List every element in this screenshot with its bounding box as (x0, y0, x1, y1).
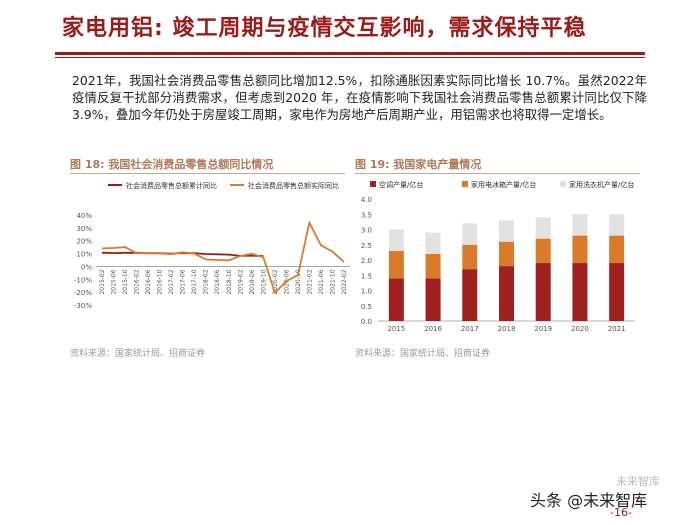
x-tick-label: 2021-10 (329, 269, 336, 294)
y-tick-label: 1.0 (361, 288, 372, 296)
body-paragraph: 2021年，我国社会消费品零售总额同比增加12.5%，扣除通胀因素实际同比增长 … (72, 73, 647, 122)
bar-segment-0 (425, 278, 441, 321)
bar-segment-2 (535, 217, 551, 239)
x-tick-label: 2018-02 (203, 269, 210, 294)
x-tick-label: 2015 (387, 325, 405, 333)
fig18-rule (70, 173, 345, 174)
x-tick-label: 2022-02 (341, 269, 348, 294)
fig19-bar-chart: 空调产量/亿台 家用电冰箱产量/亿台 家用洗衣机产量/亿台 4.0 3.5 3.0 2.5 2… (361, 180, 635, 333)
bar-segment-0 (499, 266, 514, 321)
bar-segment-2 (425, 232, 441, 254)
fig18-source: 资料来源：国家统计局、招商证券 (70, 349, 206, 359)
legend-swatch-2 (560, 181, 566, 187)
x-tick-label: 2019-10 (260, 269, 267, 294)
legend-label-1: 家用电冰箱产量/亿台 (471, 180, 536, 189)
x-tick-label: 2021-06 (318, 269, 325, 294)
bar-segment-2 (609, 214, 625, 236)
y-tick-label: 20% (76, 238, 92, 246)
x-tick-label: 2018-06 (214, 269, 221, 294)
legend-label-1: 社会消费品零售总额实际同比 (248, 181, 339, 190)
bar-segment-1 (535, 238, 551, 264)
x-tick-label: 2017-02 (168, 269, 175, 294)
x-tick-label: 2018 (498, 325, 516, 333)
footer-brand: 头条 @未来智库 (530, 491, 648, 510)
fig18-line-chart: 社会消费品零售总额累计同比 社会消费品零售总额实际同比 40% 30% 20% 10% 0%… (74, 181, 350, 310)
x-tick-label: 2020-10 (295, 269, 302, 294)
bar-segment-2 (499, 220, 514, 242)
bar-segment-1 (462, 244, 478, 270)
x-tick-label: 2015-10 (122, 269, 129, 294)
y-tick-label: 3.0 (361, 227, 372, 235)
x-tick-label: 2020 (571, 325, 589, 333)
x-tick-label: 2017-10 (191, 269, 198, 294)
x-tick-label: 2016-02 (134, 269, 141, 294)
title-rule-thin (55, 57, 645, 58)
x-tick-label: 2019-06 (249, 269, 256, 294)
fig19-rule (355, 173, 640, 174)
x-tick-label: 2016-10 (157, 269, 164, 294)
bar-segment-2 (572, 214, 588, 236)
series-line-1 (101, 220, 345, 295)
x-tick-label: 2020-02 (272, 269, 279, 294)
legend-swatch-1 (462, 181, 468, 187)
y-tick-label: 40% (76, 212, 92, 220)
bar-segment-1 (609, 235, 625, 264)
legend-label-0: 空调产量/亿台 (379, 180, 423, 189)
bar-segment-0 (609, 263, 625, 321)
bar-segment-1 (425, 253, 441, 279)
y-tick-label: 0.5 (361, 303, 372, 311)
bar-segment-2 (462, 223, 478, 245)
y-tick-label: -20% (74, 289, 92, 297)
title-rule-thick (55, 52, 645, 55)
y-tick-label: 30% (76, 225, 92, 233)
x-tick-label: 2015-02 (99, 269, 106, 294)
fig19-title: 图 19: 我国家电产量情况 (355, 158, 482, 171)
y-tick-label: 2.5 (361, 242, 372, 250)
x-tick-label: 2017 (461, 325, 479, 333)
page-number: -16- (610, 506, 632, 519)
bar-segment-2 (388, 229, 404, 251)
bar-segment-1 (572, 235, 588, 264)
y-tick-label: 4.0 (361, 196, 372, 204)
x-tick-label: 2018-10 (226, 269, 233, 294)
bar-segment-0 (462, 269, 478, 321)
x-tick-label: 2021 (608, 325, 626, 333)
fig18-title: 图 18: 我国社会消费品零售总额同比情况 (70, 158, 274, 171)
y-tick-label: 1.5 (361, 272, 372, 280)
bar-segment-1 (499, 241, 514, 267)
legend-label-2: 家用洗衣机产量/亿台 (569, 180, 634, 189)
bar-segment-0 (535, 263, 551, 321)
x-tick-label: 2017-06 (180, 269, 187, 294)
legend-swatch-0 (370, 181, 376, 187)
x-tick-label: 2016-06 (145, 269, 152, 294)
legend-label-0: 社会消费品零售总额累计同比 (126, 181, 217, 190)
x-tick-label: 2021-02 (306, 269, 313, 294)
y-tick-label: -10% (74, 276, 92, 284)
fig19-source: 资料来源：国家统计局、招商证券 (355, 349, 491, 359)
watermark-text: 未来智库 (616, 475, 660, 488)
y-tick-label: 0.0 (361, 318, 372, 326)
y-tick-label: 2.0 (361, 257, 372, 265)
y-tick-label: 3.5 (361, 211, 372, 219)
bar-segment-1 (388, 250, 404, 279)
page-title: 家电用铝: 竣工周期与疫情交互影响，需求保持平稳 (62, 16, 587, 41)
bar-segment-0 (572, 263, 588, 321)
x-tick-label: 2016 (424, 325, 442, 333)
x-tick-label: 2015-06 (111, 269, 118, 294)
x-tick-label: 2019-02 (237, 269, 244, 294)
x-tick-label: 2019 (534, 325, 552, 333)
bar-segment-0 (388, 278, 404, 321)
y-tick-label: 0% (81, 263, 92, 271)
y-tick-label: 10% (76, 251, 92, 259)
y-tick-label: -30% (74, 302, 92, 310)
